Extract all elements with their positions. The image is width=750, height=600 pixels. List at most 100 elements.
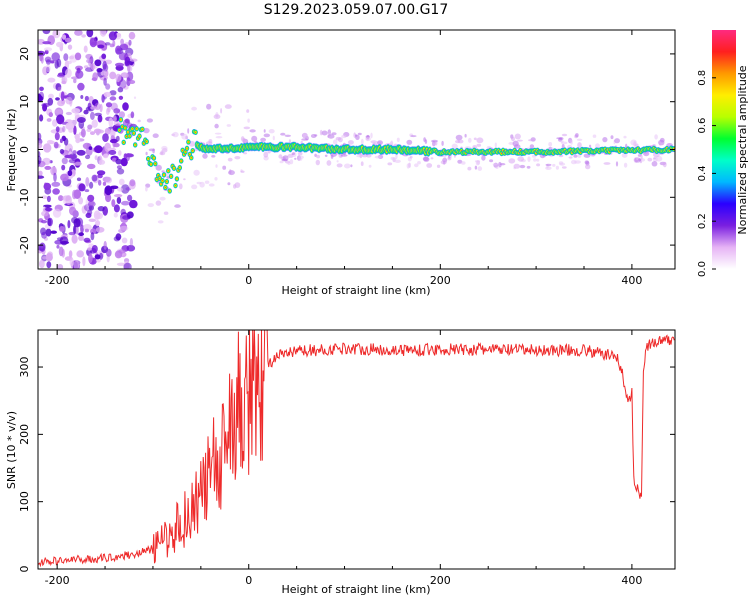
spectrogram-noise-blob (104, 127, 111, 135)
spectrogram-noise-blob (74, 30, 83, 36)
spectrogram-halo-blob (243, 152, 248, 155)
spectrogram-halo-blob (603, 162, 611, 165)
spectrogram-noise-blob (90, 131, 95, 136)
spectrogram-noise-blob (48, 112, 53, 118)
spectrogram-noise-blob (68, 231, 76, 236)
spectrogram-noise-blob (57, 73, 65, 78)
spectrogram-noise-blob (115, 233, 122, 241)
spectrogram-noise-blob (41, 231, 48, 239)
spectrogram-halo-blob (468, 137, 472, 143)
spectrogram-noise-blob (87, 201, 96, 207)
spectrogram-halo-blob (227, 182, 231, 186)
spectrogram-halo-blob (423, 156, 430, 162)
spectrogram-halo-blob (280, 132, 286, 136)
spectrogram-halo-blob (517, 156, 524, 162)
spectrogram-noise-blob (38, 95, 44, 102)
spectrogram-noise-blob (129, 238, 133, 247)
spectrogram-halo-blob (196, 181, 202, 185)
spectrogram-ridge-cell (148, 161, 154, 168)
spectrogram-noise-blob (99, 252, 104, 260)
spectrogram-halo-blob (336, 163, 343, 168)
spectrogram-noise-blob (113, 194, 123, 198)
spectrogram-halo-blob (492, 163, 498, 166)
spectrogram-halo-blob (263, 151, 269, 158)
spectrogram-noise-blob (120, 208, 126, 216)
figure-title: S129.2023.059.07.00.G17 (264, 2, 449, 18)
spectrogram-noise-blob (129, 179, 136, 187)
spectrogram-noise-blob (61, 80, 66, 84)
spectrogram-halo-blob (214, 177, 218, 181)
spectrogram-noise-blob (108, 150, 117, 155)
spectrogram-y-tick-label: 0 (18, 146, 31, 153)
spectrogram-halo-blob (341, 134, 347, 139)
spectrogram-halo-blob (654, 134, 658, 140)
spectrogram-noise-blob (51, 52, 60, 62)
spectrogram-noise-blob (43, 143, 52, 153)
spectrogram-ridge-cell (167, 188, 173, 194)
spectrogram-noise-blob (118, 150, 122, 156)
spectrogram-noise-blob (53, 141, 59, 149)
spectrogram-halo-blob (242, 137, 246, 143)
spectrogram-halo-blob (297, 151, 303, 156)
spectrogram-noise-blob (38, 175, 45, 179)
spectrogram-halo-blob (316, 154, 320, 159)
spectrogram-noise-blob (67, 220, 71, 229)
spectrogram-noise-blob (61, 34, 67, 40)
spectrogram-halo-blob (481, 155, 486, 161)
spectrogram-ridge-cell (161, 171, 167, 178)
spectrogram-x-label: Height of straight line (km) (281, 284, 430, 297)
spectrogram-noise-blob (47, 218, 52, 227)
spectrogram-noise-blob (120, 38, 124, 45)
spectrogram-ridge-cell (139, 126, 145, 133)
spectrogram-noise-blob (98, 179, 102, 186)
spectrogram-halo-blob (214, 123, 219, 129)
spectrogram-halo-blob (246, 109, 250, 113)
spectrogram-halo-blob (208, 139, 213, 144)
spectrogram-noise-blob (83, 109, 89, 115)
spectrogram-halo-blob (630, 139, 637, 146)
spectrogram-noise-blob (118, 95, 124, 100)
spectrogram-halo-blob (426, 163, 433, 168)
spectrogram-halo-blob (360, 138, 364, 145)
spectrogram-noise-blob (75, 137, 81, 144)
spectrogram-noise-blob (123, 262, 132, 269)
spectrogram-halo-blob (272, 135, 275, 141)
spectrogram-noise-blob (40, 220, 48, 224)
spectrogram-halo-blob (451, 143, 458, 150)
spectrogram-ridge-cell (144, 138, 150, 145)
spectrogram-noise-blob (74, 52, 82, 61)
spectrogram-ridge-cell (164, 178, 170, 185)
spectrogram-y-tick-label: 10 (18, 95, 31, 109)
spectrogram-noise-blob (75, 69, 84, 79)
spectrogram-halo-blob (602, 137, 608, 143)
spectrogram-ridge-cell (152, 160, 158, 167)
spectrogram-ridge-cell (184, 145, 190, 152)
spectrogram-noise-blob (63, 137, 69, 146)
spectrogram-ridge-cell (134, 125, 140, 132)
spectrogram-ridge-cell (162, 184, 168, 191)
spectrogram-noise-blob (109, 96, 117, 101)
spectrogram-noise-blob (109, 90, 117, 96)
spectrogram-noise-blob (85, 212, 92, 218)
spectrogram-noise-blob (39, 86, 44, 92)
spectrogram-noise-blob (121, 237, 128, 244)
spectrogram-halo-blob (314, 134, 318, 137)
spectrogram-noise-blob (94, 59, 102, 67)
spectrogram-noise-blob (115, 62, 124, 67)
spectrogram-noise-blob (115, 158, 122, 165)
spectrogram-halo-blob (561, 166, 567, 169)
spectrogram-noise-blob (121, 200, 130, 206)
spectrogram-halo-blob (344, 163, 351, 169)
spectrogram-noise-blob (46, 118, 52, 122)
spectrogram-halo-blob (208, 183, 215, 187)
spectrogram-noise-blob (113, 212, 118, 218)
spectrogram-halo-blob (284, 134, 291, 137)
spectrogram-noise-blob (95, 129, 105, 134)
spectrogram-halo-blob (526, 165, 531, 169)
spectrogram-halo-blob (595, 143, 600, 149)
spectrogram-halo-blob (533, 158, 537, 162)
spectrogram-noise-blob (58, 195, 64, 202)
spectrogram-halo-blob (410, 135, 417, 138)
spectrogram-halo-blob (536, 158, 540, 162)
spectrogram-halo-blob (457, 139, 464, 144)
